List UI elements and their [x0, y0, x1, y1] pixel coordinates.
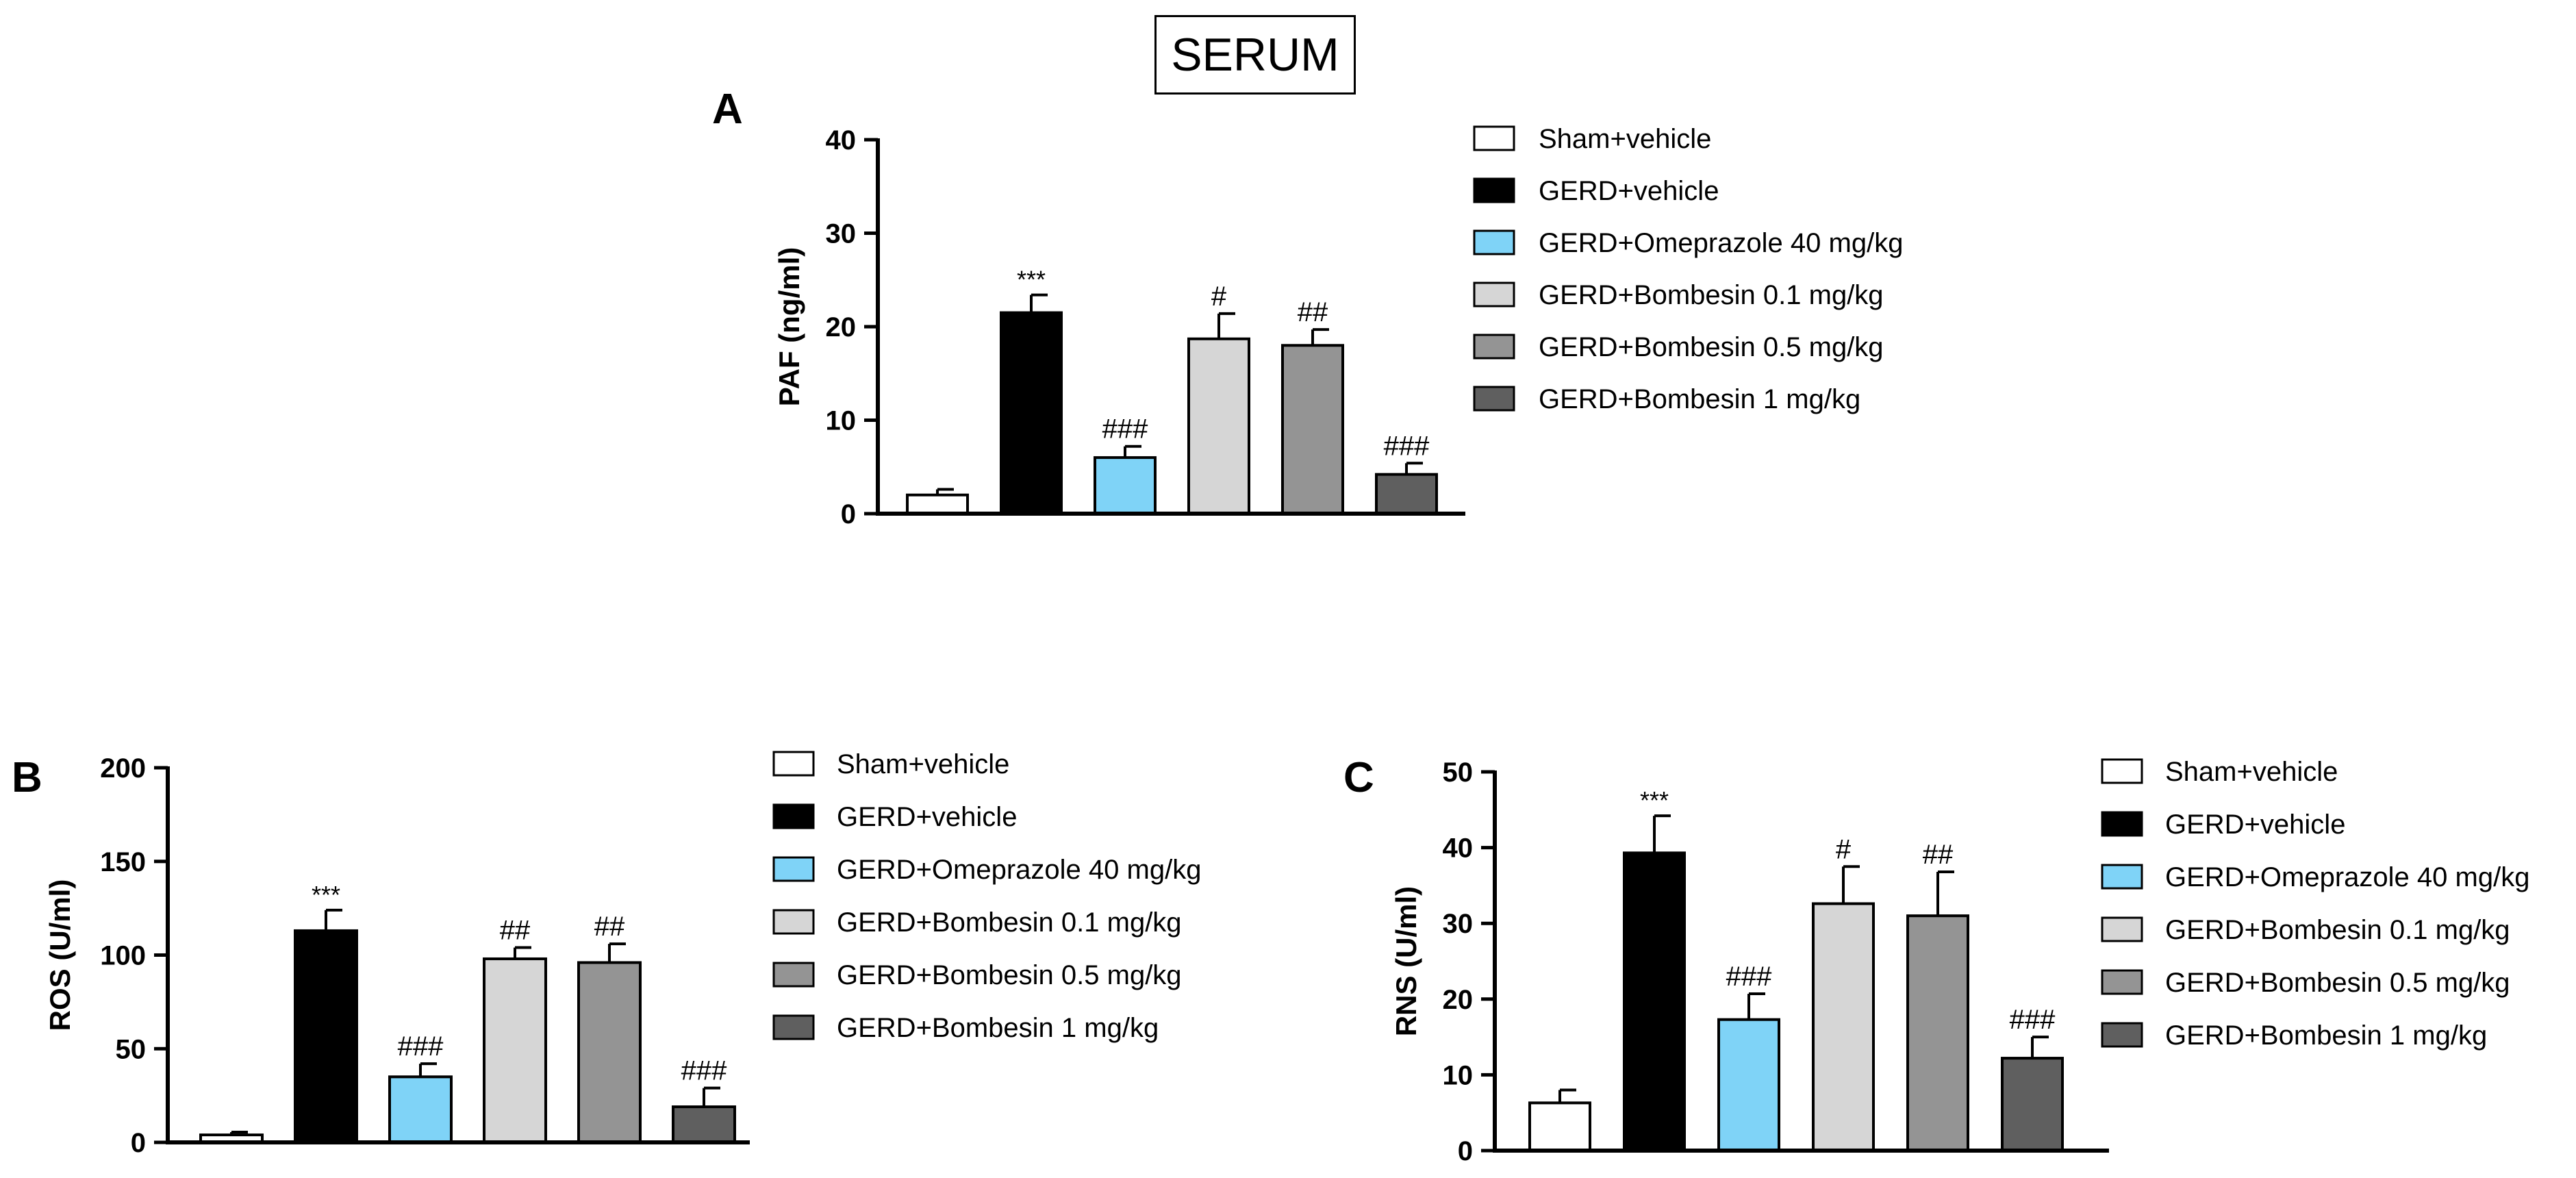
y-tick-label: 40: [826, 125, 857, 155]
legend-label: GERD+Bombesin 1 mg/kg: [837, 1013, 1159, 1043]
significance-label: #: [1211, 281, 1227, 312]
bar: [672, 1105, 736, 1144]
significance-label: ***: [1640, 786, 1669, 814]
legend-swatch: [772, 1014, 815, 1040]
legend-label: GERD+Bombesin 0.5 mg/kg: [837, 960, 1182, 990]
bar: [388, 1075, 453, 1144]
bar: [483, 957, 547, 1144]
legend-label: GERD+Bombesin 1 mg/kg: [1539, 384, 1860, 414]
y-tick-label: 30: [1443, 909, 1474, 939]
legend: Sham+vehicle GERD+vehicle GERD+Omeprazole …: [2101, 757, 2529, 1051]
bar: [1812, 902, 1875, 1152]
bar: [1717, 1018, 1780, 1152]
legend-swatch: [2101, 916, 2143, 942]
legend-swatch: [772, 909, 815, 935]
y-axis-title: ROS (U/ml): [44, 879, 76, 1031]
figure-title: SERUM: [1154, 15, 1356, 95]
legend-label: GERD+Bombesin 0.1 mg/kg: [1539, 280, 1884, 310]
significance-label: ##: [1298, 297, 1328, 327]
legend-label: Sham+vehicle: [837, 749, 1009, 779]
y-tick-label: 10: [826, 406, 857, 436]
significance-label: ***: [1017, 266, 1046, 294]
legend-swatch: [2101, 758, 2143, 784]
legend-label: GERD+vehicle: [1539, 176, 1719, 206]
bar: [1000, 311, 1063, 515]
panel-label: B: [12, 754, 42, 801]
y-tick-label: 50: [116, 1034, 147, 1064]
significance-label: ***: [312, 881, 340, 909]
legend-swatch: [2101, 864, 2143, 890]
legend-swatch: [772, 962, 815, 988]
y-tick-label: 30: [826, 219, 857, 249]
significance-label: ###: [681, 1056, 727, 1086]
legend-swatch: [1473, 386, 1515, 412]
y-tick-label: 0: [841, 499, 856, 529]
y-axis-title: PAF (ng/ml): [773, 247, 805, 407]
y-tick-label: 20: [826, 312, 857, 342]
y-tick-label: 150: [100, 847, 146, 877]
legend-swatch: [772, 803, 815, 829]
y-tick-label: 50: [1443, 757, 1474, 788]
legend-swatch: [772, 856, 815, 882]
significance-label: #: [1836, 834, 1852, 864]
legend-label: GERD+Bombesin 0.1 mg/kg: [837, 907, 1182, 938]
legend-label: GERD+Bombesin 0.5 mg/kg: [1539, 332, 1884, 362]
legend-label: GERD+Bombesin 0.1 mg/kg: [2165, 915, 2510, 945]
legend-swatch: [772, 751, 815, 777]
legend-swatch: [1473, 281, 1515, 308]
legend-swatch: [1473, 125, 1515, 151]
y-tick-label: 10: [1443, 1060, 1474, 1090]
bar: [1094, 456, 1157, 515]
significance-label: ###: [398, 1031, 444, 1062]
bar: [2001, 1057, 2064, 1152]
y-axis-title: RNS (U/ml): [1390, 886, 1422, 1036]
panel-label: A: [712, 86, 743, 133]
legend-swatch: [2101, 811, 2143, 837]
y-tick-label: 20: [1443, 985, 1474, 1015]
legend-label: Sham+vehicle: [1539, 124, 1711, 154]
legend: Sham+vehicle GERD+vehicle GERD+Omeprazole …: [1473, 124, 1903, 414]
bar: [1528, 1101, 1591, 1153]
legend-swatch: [1473, 177, 1515, 203]
legend-label: GERD+Omeprazole 40 mg/kg: [837, 855, 1201, 885]
legend-swatch: [2101, 969, 2143, 995]
panel-label: C: [1343, 754, 1374, 801]
bar: [294, 929, 358, 1144]
bar: [906, 493, 969, 516]
bar: [1375, 473, 1438, 515]
legend-label: GERD+Omeprazole 40 mg/kg: [2165, 862, 2529, 892]
legend-swatch: [2101, 1022, 2143, 1048]
bar: [1906, 914, 1969, 1152]
y-tick-label: 200: [100, 753, 146, 784]
significance-label: ##: [500, 916, 531, 946]
legend: Sham+vehicle GERD+vehicle GERD+Omeprazole …: [772, 749, 1201, 1043]
y-tick-label: 0: [1458, 1136, 1473, 1166]
legend-swatch: [1473, 334, 1515, 360]
legend-swatch: [1473, 229, 1515, 255]
legend-label: GERD+Omeprazole 40 mg/kg: [1539, 228, 1903, 258]
significance-label: ##: [594, 912, 625, 942]
significance-label: ###: [1384, 431, 1430, 461]
bar: [1623, 851, 1686, 1153]
legend-label: GERD+vehicle: [837, 802, 1017, 832]
significance-label: ##: [1923, 840, 1954, 870]
significance-label: ###: [1102, 414, 1148, 444]
significance-label: ###: [1726, 962, 1772, 992]
y-tick-label: 0: [131, 1128, 146, 1158]
y-tick-label: 40: [1443, 834, 1474, 864]
bar: [1281, 344, 1344, 515]
bar: [1187, 337, 1250, 515]
legend-label: GERD+Bombesin 0.5 mg/kg: [2165, 968, 2510, 998]
legend-label: GERD+Bombesin 1 mg/kg: [2165, 1020, 2487, 1051]
significance-label: ###: [2010, 1005, 2056, 1035]
legend-label: GERD+vehicle: [2165, 810, 2345, 840]
bar: [577, 961, 642, 1144]
y-tick-label: 100: [100, 941, 146, 971]
legend-label: Sham+vehicle: [2165, 757, 2338, 787]
